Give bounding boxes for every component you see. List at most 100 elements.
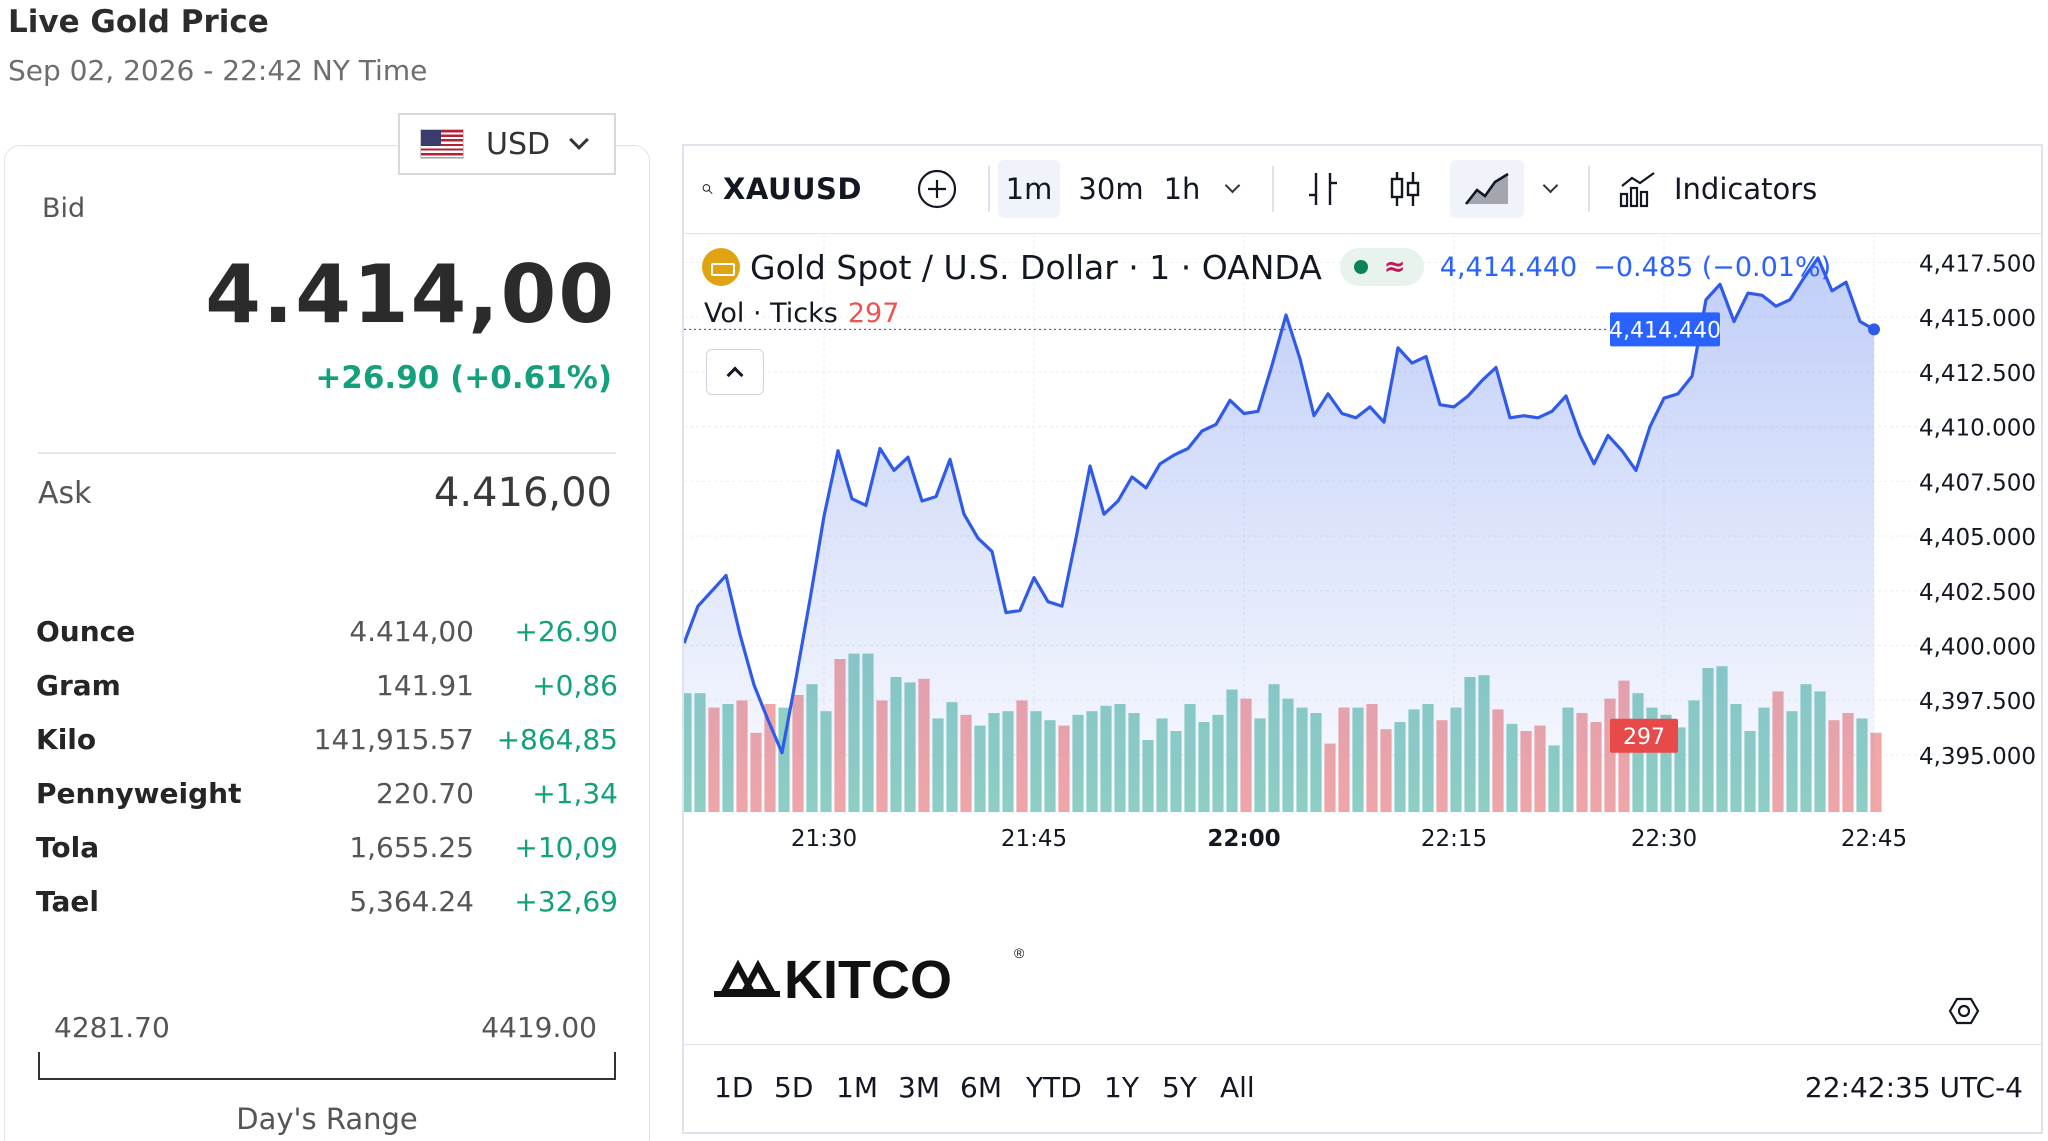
chart-toolbar: XAUUSD 1m 30m 1h [684,146,2041,234]
unit-change: +10,09 [514,830,618,864]
search-icon [702,184,713,194]
currency-label: USD [486,126,551,162]
chevron-down-icon [1542,177,1558,193]
chart-widget: XAUUSD 1m 30m 1h [682,144,2043,1134]
us-flag-icon [420,129,464,159]
interval-30m-button[interactable]: 30m [1078,172,1144,206]
unit-name: Kilo [36,722,97,756]
table-row: Ounce 4.414,00 +26.90 [36,604,618,658]
compare-symbol-button[interactable] [912,160,962,218]
chart-bottom-bar: 1D 5D 1M 3M 6M YTD 1Y 5Y All 22:42:35 UT… [684,1044,2041,1134]
last-price-tag [1610,312,1720,347]
bid-label: Bid [42,193,86,224]
unit-name: Ounce [36,614,136,648]
y-tick-label: 4,412.500 [1919,361,2036,387]
toolbar-divider [988,166,990,212]
unit-price: 5,364.24 [349,884,474,918]
unit-price-table: Ounce 4.414,00 +26.90 Gram 141.91 +0,86 … [36,604,618,928]
currency-dropdown[interactable]: USD [398,113,616,175]
y-tick-label: 4,397.500 [1919,689,2036,715]
y-tick-label: 4,415.000 [1919,306,2036,332]
volume-legend: Vol · Ticks 297 [704,298,899,329]
settings-gear-icon[interactable] [1948,997,1980,1025]
legend-last-price: 4,414.440 [1439,251,1578,283]
market-open-dot-icon [1353,260,1368,274]
volume-value: 297 [847,298,900,329]
candles-chart-button[interactable] [1380,160,1430,218]
unit-change: +0,86 [532,668,618,702]
range-6m-button[interactable]: 6M [960,1071,1002,1104]
unit-price: 4.414,00 [349,614,474,648]
unit-change: +1,34 [532,776,618,810]
svg-text:®: ® [1014,945,1025,961]
ask-price: 4.416,00 [433,470,612,516]
day-range-low: 4281.70 [54,1011,170,1044]
interval-1h-button[interactable]: 1h [1163,172,1201,206]
indicators-button[interactable]: Indicators [1618,160,1818,218]
kitco-watermark: KITCO ® [714,945,1025,1010]
last-volume-tag [1610,718,1678,753]
divider [38,452,616,454]
delayed-data-icon: ≈ [1383,252,1406,282]
symbol-search[interactable]: XAUUSD [702,160,862,218]
table-row: Tola 1,655.25 +10,09 [36,820,618,874]
table-row: Kilo 141,915.57 +864,85 [36,712,618,766]
chart-type-dropdown[interactable] [1530,160,1570,218]
unit-change: +32,69 [514,884,618,918]
day-range-high: 4419.00 [481,1011,597,1044]
area-chart-button[interactable] [1450,160,1524,218]
ask-label: Ask [38,476,92,511]
range-5d-button[interactable]: 5D [774,1071,814,1104]
unit-name: Tola [36,830,100,864]
candles-icon [1390,172,1420,206]
bars-chart-button[interactable] [1298,160,1348,218]
collapse-legend-button[interactable] [706,349,764,395]
table-row: Pennyweight 220.70 +1,34 [36,766,618,820]
unit-change: +26.90 [514,614,618,648]
table-row: Gram 141.91 +0,86 [36,658,618,712]
volume-bar [1870,732,1882,812]
toolbar-divider [1272,166,1274,212]
price-chart[interactable]: 4,395.000 4,397.500 4,400.000 4,402.500 4,40… [684,234,2041,1042]
interval-dropdown[interactable] [1212,160,1252,218]
y-tick-label: 4,410.000 [1919,416,2036,442]
area-chart-icon [1464,172,1509,205]
market-status-badge[interactable]: ≈ [1339,248,1424,286]
plus-circle-icon [917,169,957,209]
unit-price: 141.91 [376,668,474,702]
unit-price: 1,655.25 [349,830,474,864]
symbol-label: XAUUSD [723,172,862,206]
y-tick-label: 4,395.000 [1919,744,2036,770]
bid-price: 4.414,00 [205,248,616,341]
chevron-down-icon [569,130,590,150]
range-1y-button[interactable]: 1Y [1104,1071,1139,1104]
indicators-label: Indicators [1674,172,1818,206]
range-1m-button[interactable]: 1M [836,1071,878,1104]
volume-label: Vol · Ticks [704,298,838,329]
y-tick-label: 4,405.000 [1919,525,2036,551]
indicators-icon [1619,172,1655,208]
x-tick-label: 22:00 [1207,826,1280,852]
day-range-bar [38,1052,616,1080]
bars-icon [1309,173,1337,205]
range-all-button[interactable]: All [1220,1071,1255,1104]
day-range-label: Day's Range [236,1102,418,1136]
price-line [684,256,1875,755]
last-price-dot [1868,323,1880,336]
range-ytd-button[interactable]: YTD [1026,1071,1082,1104]
range-5y-button[interactable]: 5Y [1162,1071,1197,1104]
unit-name: Pennyweight [36,776,242,810]
x-tick-label: 22:15 [1421,826,1487,852]
x-tick-label: 21:45 [1001,826,1067,852]
range-1d-button[interactable]: 1D [714,1071,754,1104]
unit-price: 141,915.57 [313,722,474,756]
y-tick-label: 4,400.000 [1919,634,2036,660]
page-title: Live Gold Price [8,4,269,40]
range-3m-button[interactable]: 3M [898,1071,940,1104]
x-tick-label: 22:45 [1841,826,1907,852]
bid-change: +26.90 (+0.61%) [315,360,612,396]
chevron-up-icon [726,366,744,384]
y-tick-label: 4,407.500 [1919,470,2036,496]
interval-1m-button[interactable]: 1m [998,160,1060,218]
chart-clock: 22:42:35 UTC-4 [1804,1071,2023,1104]
